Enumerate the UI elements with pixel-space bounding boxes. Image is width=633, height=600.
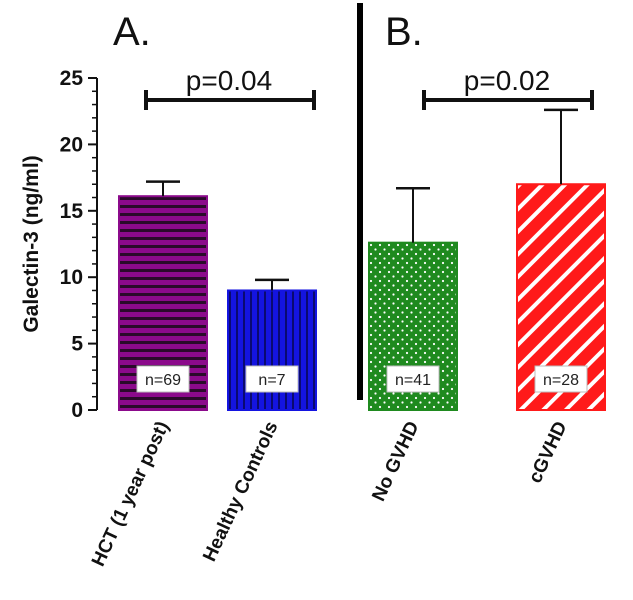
y-tick-label: 10 — [60, 266, 83, 289]
n-label-box — [534, 365, 588, 393]
y-tick-label: 20 — [60, 133, 83, 156]
n-label-box — [386, 365, 440, 393]
n-label-box — [245, 365, 299, 393]
y-tick-label: 5 — [71, 333, 83, 356]
n-label: n=69 — [145, 372, 181, 389]
p-value-a: p=0.04 — [186, 65, 272, 96]
category-label: cGVHD — [525, 418, 572, 486]
error-bars — [146, 108, 578, 291]
panel-a-label: A. — [113, 10, 151, 54]
category-labels: HCT (1 year post) Healthy Controls No GVHD… — [88, 418, 572, 569]
y-ticks: 0 5 10 15 20 25 — [60, 67, 97, 422]
y-tick-label: 15 — [60, 200, 84, 223]
category-label: HCT (1 year post) — [88, 418, 174, 569]
n-label: n=28 — [543, 372, 579, 389]
n-labels: n=69 n=7 n=41 n=28 — [136, 365, 588, 393]
n-label: n=41 — [395, 372, 431, 389]
p-value-b: p=0.02 — [464, 65, 550, 96]
category-label: Healthy Controls — [199, 418, 282, 565]
n-label-box — [136, 365, 190, 393]
significance-brackets — [144, 90, 594, 110]
y-axis-label: Galectin-3 (ng/ml) — [20, 155, 43, 332]
bar-3 — [516, 183, 606, 411]
y-tick-label: 0 — [71, 399, 83, 422]
n-label: n=7 — [258, 372, 285, 389]
category-label: No GVHD — [368, 418, 423, 504]
y-tick-label: 25 — [60, 67, 84, 90]
panel-b-label: B. — [385, 10, 423, 54]
